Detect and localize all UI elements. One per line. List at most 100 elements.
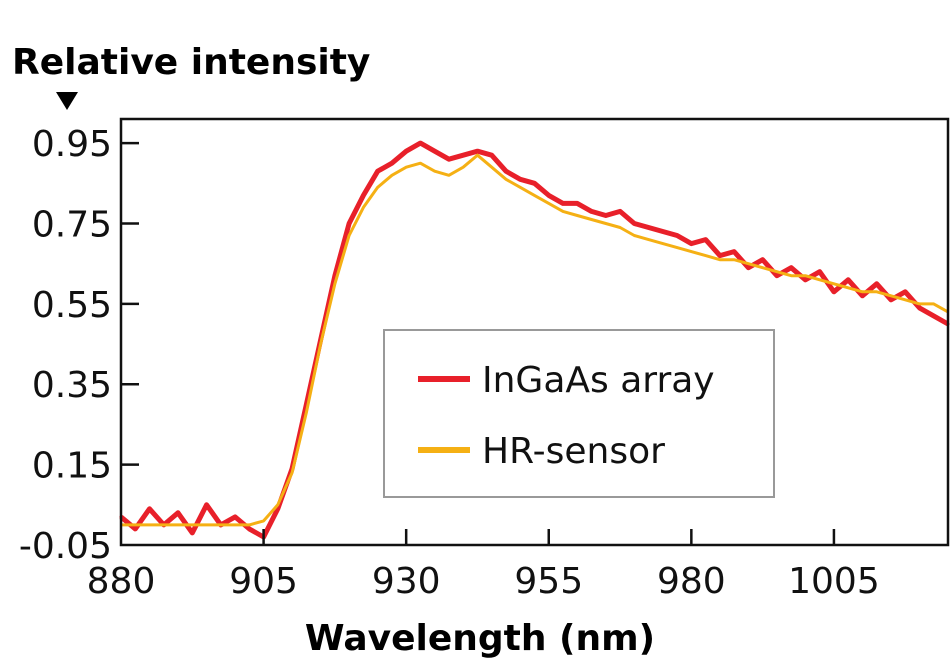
data-point (732, 250, 736, 254)
data-point (675, 234, 679, 238)
data-point (590, 209, 594, 213)
data-point (689, 242, 693, 246)
data-point (433, 170, 436, 173)
data-point (704, 254, 707, 257)
data-point (234, 523, 237, 526)
data-point (832, 282, 835, 285)
data-point (148, 523, 151, 526)
data-point (162, 523, 165, 526)
data-point (190, 531, 194, 535)
data-point (846, 278, 850, 282)
y-tick-label: 0.75 (32, 204, 112, 245)
data-point (461, 153, 465, 157)
x-tick-label: 955 (514, 561, 583, 602)
data-point (348, 234, 351, 237)
data-point (733, 258, 736, 261)
data-point (205, 503, 209, 507)
data-point (475, 149, 479, 153)
data-point (134, 523, 137, 526)
data-point (704, 238, 708, 242)
legend: InGaAs array HR-sensor (383, 329, 775, 498)
data-point (419, 162, 422, 165)
data-point (690, 250, 693, 253)
data-point (533, 194, 536, 197)
data-point (191, 523, 194, 526)
data-point (405, 166, 408, 169)
data-point (590, 218, 593, 221)
data-point (632, 221, 636, 225)
data-point (362, 206, 365, 209)
data-point (860, 294, 864, 298)
data-point (418, 141, 422, 145)
data-point (518, 177, 522, 181)
x-tick-label: 905 (229, 561, 298, 602)
data-point (333, 282, 336, 285)
data-point (918, 302, 921, 305)
data-point (533, 181, 536, 185)
data-point (504, 178, 507, 181)
data-point (376, 186, 379, 189)
data-point (775, 274, 779, 278)
x-tick-label: 930 (372, 561, 441, 602)
data-point (262, 519, 265, 522)
data-point (390, 161, 394, 165)
data-point (746, 266, 750, 270)
data-point (875, 282, 879, 286)
legend-box (383, 329, 775, 498)
legend-label-hr-sensor: HR-sensor (482, 431, 665, 472)
data-point (604, 213, 608, 217)
data-point (476, 154, 479, 157)
data-point (647, 226, 651, 230)
data-point (661, 230, 665, 234)
data-point (376, 169, 380, 173)
data-point (576, 214, 579, 217)
data-point (889, 294, 892, 297)
data-point (633, 234, 636, 237)
data-point (889, 298, 893, 302)
data-point (647, 238, 650, 241)
data-point (832, 290, 836, 294)
data-point (932, 314, 936, 318)
data-point (575, 201, 579, 205)
data-point (903, 290, 907, 294)
data-point (847, 286, 850, 289)
data-point (276, 503, 279, 506)
data-point (447, 174, 450, 177)
data-point (561, 201, 565, 205)
legend-label-ingaas: InGaAs array (482, 360, 715, 401)
data-point (547, 202, 550, 205)
data-point (447, 157, 451, 161)
data-point (804, 274, 807, 277)
data-point (775, 270, 778, 273)
data-point (347, 221, 351, 225)
data-point (861, 290, 864, 293)
data-point (718, 258, 721, 261)
data-point (490, 166, 493, 169)
series-layer (119, 140, 950, 540)
data-point (233, 515, 237, 519)
data-point (904, 298, 907, 301)
y-axis-label: Relative intensity (12, 42, 370, 83)
data-point (504, 169, 508, 173)
data-point (761, 266, 764, 269)
data-point (390, 174, 393, 177)
data-point (618, 209, 622, 213)
data-point (133, 527, 137, 531)
data-point (790, 274, 793, 277)
y-tick-label: 0.15 (32, 446, 112, 487)
data-point (789, 266, 793, 270)
plot-frame (119, 117, 950, 547)
data-point (247, 527, 251, 531)
y-tick-label: 0.35 (32, 365, 112, 406)
y-tick-label: 0.55 (32, 285, 112, 326)
data-point (875, 290, 878, 293)
x-tick-label: 1005 (788, 561, 880, 602)
data-point (319, 343, 322, 346)
data-point (747, 262, 750, 265)
data-point (205, 523, 208, 526)
data-point (818, 278, 821, 281)
data-point (490, 153, 494, 157)
data-point (305, 411, 308, 414)
y-tick-label: 0.95 (32, 124, 112, 165)
x-axis-label: Wavelength (nm) (305, 618, 655, 659)
